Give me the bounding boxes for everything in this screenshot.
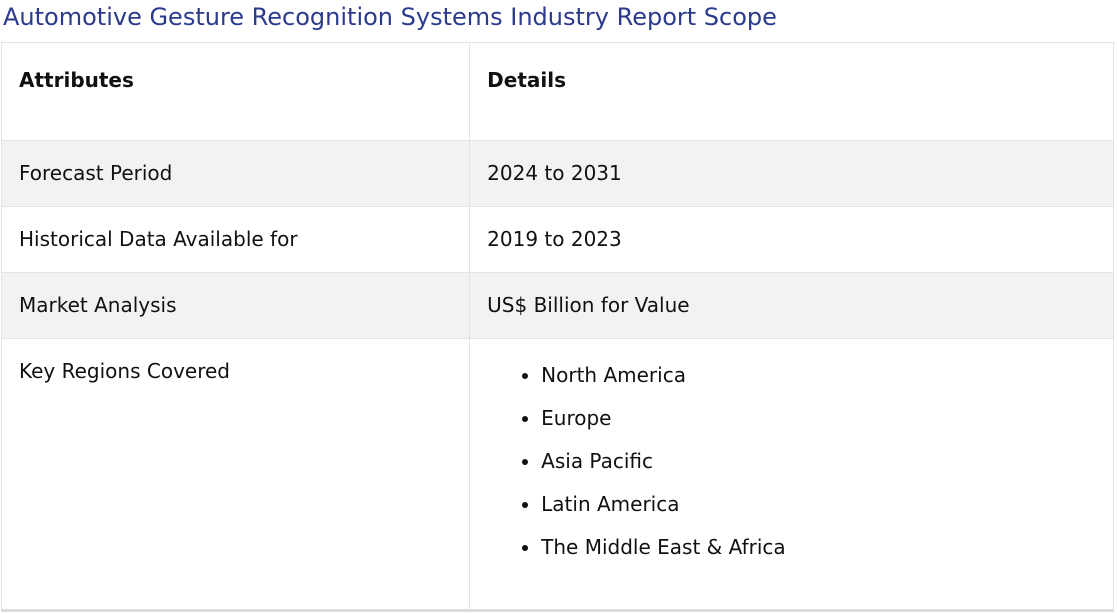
table-header-row: Attributes Details [0, 42, 1114, 141]
attribute-cell: Forecast Period [0, 140, 471, 207]
detail-cell: US$ Billion for Value [469, 272, 1114, 339]
table-row: Key Regions Covered North America Europe… [0, 338, 1114, 612]
regions-list: North America Europe Asia Pacific Latin … [487, 363, 1113, 578]
table-row: Historical Data Available for 2019 to 20… [0, 206, 1114, 273]
header-attributes: Attributes [0, 42, 471, 141]
list-item: Asia Pacific [541, 449, 1113, 492]
detail-cell: North America Europe Asia Pacific Latin … [469, 338, 1114, 612]
header-details: Details [469, 42, 1114, 141]
detail-cell: 2019 to 2023 [469, 206, 1114, 273]
page-title: Automotive Gesture Recognition Systems I… [3, 3, 777, 31]
list-item: North America [541, 363, 1113, 406]
attribute-cell: Key Regions Covered [0, 338, 471, 612]
list-item: Europe [541, 406, 1113, 449]
table-row: Forecast Period 2024 to 2031 [0, 140, 1114, 207]
list-item: The Middle East & Africa [541, 535, 1113, 578]
attribute-cell: Market Analysis [0, 272, 471, 339]
table-row: Market Analysis US$ Billion for Value [0, 272, 1114, 339]
report-scope-table: Attributes Details Forecast Period 2024 … [0, 42, 1114, 612]
attribute-cell: Historical Data Available for [0, 206, 471, 273]
list-item: Latin America [541, 492, 1113, 535]
detail-cell: 2024 to 2031 [469, 140, 1114, 207]
